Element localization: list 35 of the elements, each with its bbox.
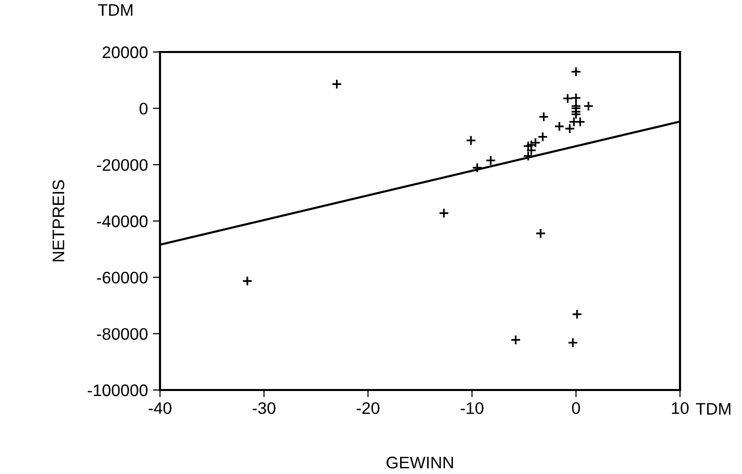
y-tick-label: -40000 (97, 215, 148, 228)
x-tick-label: 10 (672, 402, 689, 414)
y-tick-label: -100000 (88, 384, 148, 396)
point (570, 109, 582, 120)
x-axis-title: GEWINN (386, 456, 453, 468)
text: TDM (696, 403, 730, 415)
y-tick-label: -20000 (97, 159, 148, 171)
point (554, 121, 565, 132)
point (538, 112, 549, 122)
point (574, 116, 586, 128)
y-tick-label: 0 (140, 102, 148, 115)
point (568, 337, 578, 348)
text: TDM (98, 4, 132, 16)
y-axis-title: NETPREIS (52, 180, 64, 262)
point (438, 208, 450, 218)
point (535, 228, 546, 239)
point (572, 309, 582, 320)
point (570, 66, 582, 77)
point (485, 155, 496, 166)
x-tick-label: -20 (356, 402, 380, 414)
x-tick-label: 0 (572, 402, 580, 414)
point (562, 93, 573, 104)
point (510, 334, 521, 346)
x-tick-label: -40 (148, 402, 172, 414)
y-tick-label: -80000 (97, 328, 148, 340)
x-tick-label: -30 (252, 402, 276, 414)
point (466, 135, 476, 146)
x-tick-label: -10 (460, 402, 484, 414)
y-tick-label: 20000 (102, 46, 148, 58)
y-tick-label: -60000 (97, 272, 148, 284)
point (332, 78, 342, 90)
point (583, 100, 594, 112)
point (570, 92, 582, 104)
point (242, 276, 253, 286)
point (472, 162, 482, 173)
